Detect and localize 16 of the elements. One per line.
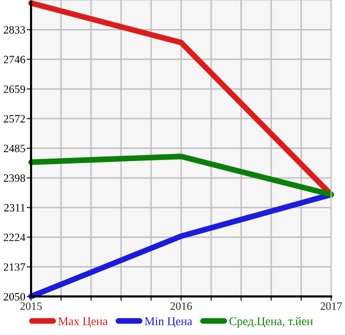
legend-label: Min Цена [144,317,192,328]
y-tick-label: 2833 [4,26,26,34]
y-tick-label: 2311 [4,204,25,212]
x-tick-label: 2016 [170,302,192,310]
y-tick-label: 2572 [4,115,25,123]
y-tick-label: 2050 [4,292,26,300]
x-tick-label: 2015 [20,302,42,310]
y-tick-label: 2137 [4,263,26,271]
y-tick-label: 2659 [4,85,26,93]
legend-label: Max Цена [58,317,108,328]
x-tick-label: 2017 [320,302,342,310]
y-tick-label: 2224 [4,234,26,242]
y-tick-label: 2746 [4,56,26,64]
legend-label: Сред.Цена, т.йен [229,317,313,328]
y-tick-label: 2398 [4,174,26,182]
y-tick-label: 2485 [4,144,26,152]
